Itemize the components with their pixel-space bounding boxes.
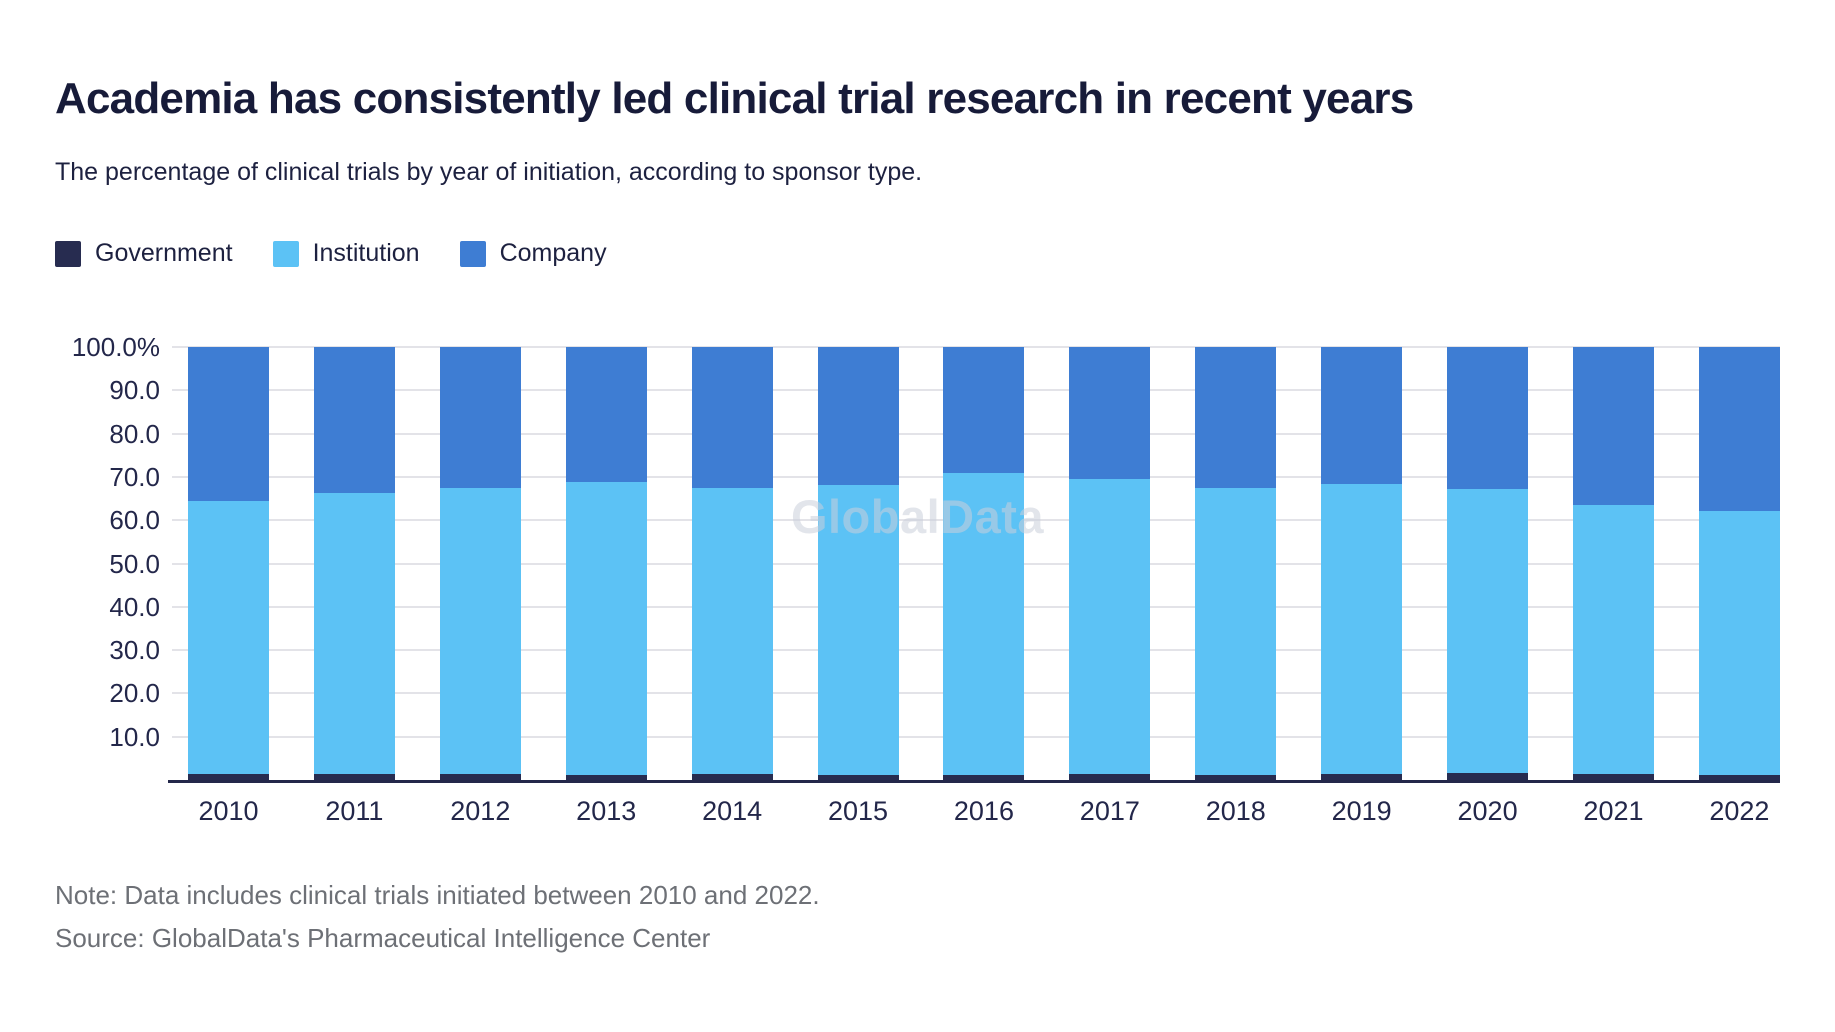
bar-segment-company-2019 [1321, 347, 1403, 484]
y-axis-label: 10.0 [109, 721, 160, 752]
bar-segment-institution-2016 [943, 473, 1025, 775]
x-axis-label: 2018 [1205, 796, 1266, 826]
y-axis-label: 80.0 [109, 418, 160, 449]
x-axis-label: 2020 [1457, 796, 1518, 826]
bar-segment-institution-2018 [1195, 488, 1277, 775]
legend-item-company: Company [459, 239, 607, 268]
bar-2010 [188, 347, 269, 780]
y-axis-label: 60.0 [109, 505, 160, 536]
bar-segment-government-2022 [1698, 774, 1780, 780]
bar-segment-government-2011 [313, 774, 395, 780]
bar-2021 [1572, 347, 1654, 780]
institution-swatch-icon [272, 240, 299, 267]
legend-label: Government [95, 239, 233, 267]
x-axis-label: 2013 [576, 796, 637, 826]
bar-segment-institution-2022 [1698, 510, 1780, 775]
bar-2020 [1447, 347, 1529, 780]
bar-segment-government-2018 [1195, 774, 1277, 780]
bar-segment-government-2013 [565, 774, 647, 780]
footer-note: Note: Data includes clinical trials init… [55, 880, 820, 910]
x-axis-labels: 2010 2011 2012 2013 2014 2015 2016 2017 2018 2019… [188, 796, 1780, 827]
bar-segment-institution-2015 [817, 484, 899, 775]
bar-segment-company-2017 [1069, 347, 1151, 479]
bar-segment-company-2011 [313, 347, 395, 494]
company-swatch-icon [459, 240, 486, 267]
government-swatch-icon [55, 240, 81, 267]
x-axis-label: 2011 [325, 796, 384, 826]
plot-area: 100.0% 90.0 80.0 70.0 60.0 50.0 40.0 30.0 20.0 10… [72, 334, 1780, 783]
bar-segment-government-2017 [1069, 773, 1151, 780]
bar-2022 [1698, 347, 1780, 780]
x-axis-line [168, 780, 1780, 783]
bar-segment-government-2021 [1572, 774, 1654, 780]
footer-source: Source: GlobalData's Pharmaceutical Inte… [55, 923, 711, 953]
gridline-100 [172, 346, 1780, 348]
bar-segment-government-2015 [817, 774, 899, 780]
legend-label: Institution [312, 239, 420, 267]
y-axis-label: 70.0 [109, 461, 160, 492]
chart-subtitle: The percentage of clinical trials by yea… [55, 158, 923, 186]
x-axis-label: 2022 [1709, 796, 1770, 826]
bar-2016 [943, 347, 1025, 780]
bar-segment-company-2015 [817, 347, 899, 485]
bar-segment-company-2021 [1572, 347, 1654, 505]
bar-segment-institution-2013 [565, 481, 647, 775]
bar-segment-institution-2012 [439, 488, 521, 775]
bar-2011 [313, 347, 395, 780]
chart-legend: Government Institution Company [55, 239, 607, 268]
bar-segment-company-2010 [188, 347, 269, 501]
bar-segment-institution-2020 [1447, 488, 1529, 774]
bar-2017 [1069, 347, 1151, 780]
y-axis-label: 20.0 [109, 678, 160, 709]
bar-segment-company-2018 [1195, 347, 1277, 489]
x-axis-label: 2014 [702, 796, 763, 826]
bar-2018 [1195, 347, 1277, 780]
bar-segment-government-2010 [188, 773, 269, 780]
y-axis-label: 50.0 [109, 548, 160, 579]
bar-segment-government-2012 [439, 774, 521, 780]
bar-segment-institution-2021 [1572, 504, 1654, 775]
bar-2015 [817, 347, 899, 780]
bar-2012 [439, 347, 521, 780]
bar-2013 [565, 347, 647, 780]
y-axis-label: 90.0 [109, 375, 160, 406]
bar-segment-institution-2014 [691, 487, 773, 775]
x-axis-label: 2019 [1331, 796, 1392, 826]
y-axis-label: 30.0 [109, 635, 160, 666]
legend-item-government: Government [55, 239, 233, 268]
bar-segment-company-2014 [691, 347, 773, 488]
bars-container [188, 347, 1780, 780]
bar-segment-institution-2011 [313, 493, 395, 775]
bar-segment-company-2022 [1698, 347, 1780, 511]
bar-segment-company-2020 [1447, 347, 1529, 489]
bar-segment-company-2013 [565, 347, 647, 482]
x-axis-label: 2010 [198, 796, 259, 826]
bar-segment-company-2012 [439, 347, 521, 489]
legend-label: Company [499, 239, 607, 267]
bar-segment-government-2014 [691, 774, 773, 780]
x-axis-label: 2016 [953, 796, 1014, 826]
x-axis-label: 2012 [450, 796, 511, 826]
legend-item-institution: Institution [272, 239, 420, 268]
bar-segment-institution-2019 [1321, 483, 1403, 775]
bar-segment-government-2019 [1321, 774, 1403, 780]
x-axis-label: 2021 [1583, 796, 1644, 826]
bar-segment-institution-2017 [1069, 478, 1151, 774]
bar-segment-government-2020 [1447, 773, 1529, 780]
bar-2014 [691, 347, 773, 780]
y-axis-label: 100.0% [71, 332, 160, 362]
page-title: Academia has consistently led clinical t… [55, 74, 1414, 123]
bar-2019 [1321, 347, 1403, 780]
x-axis-label: 2017 [1079, 796, 1140, 826]
x-axis-label: 2015 [827, 796, 889, 826]
bar-segment-government-2016 [943, 774, 1025, 780]
y-axis-label: 40.0 [109, 591, 160, 622]
bar-segment-company-2016 [943, 347, 1025, 474]
bar-segment-institution-2010 [188, 500, 269, 774]
